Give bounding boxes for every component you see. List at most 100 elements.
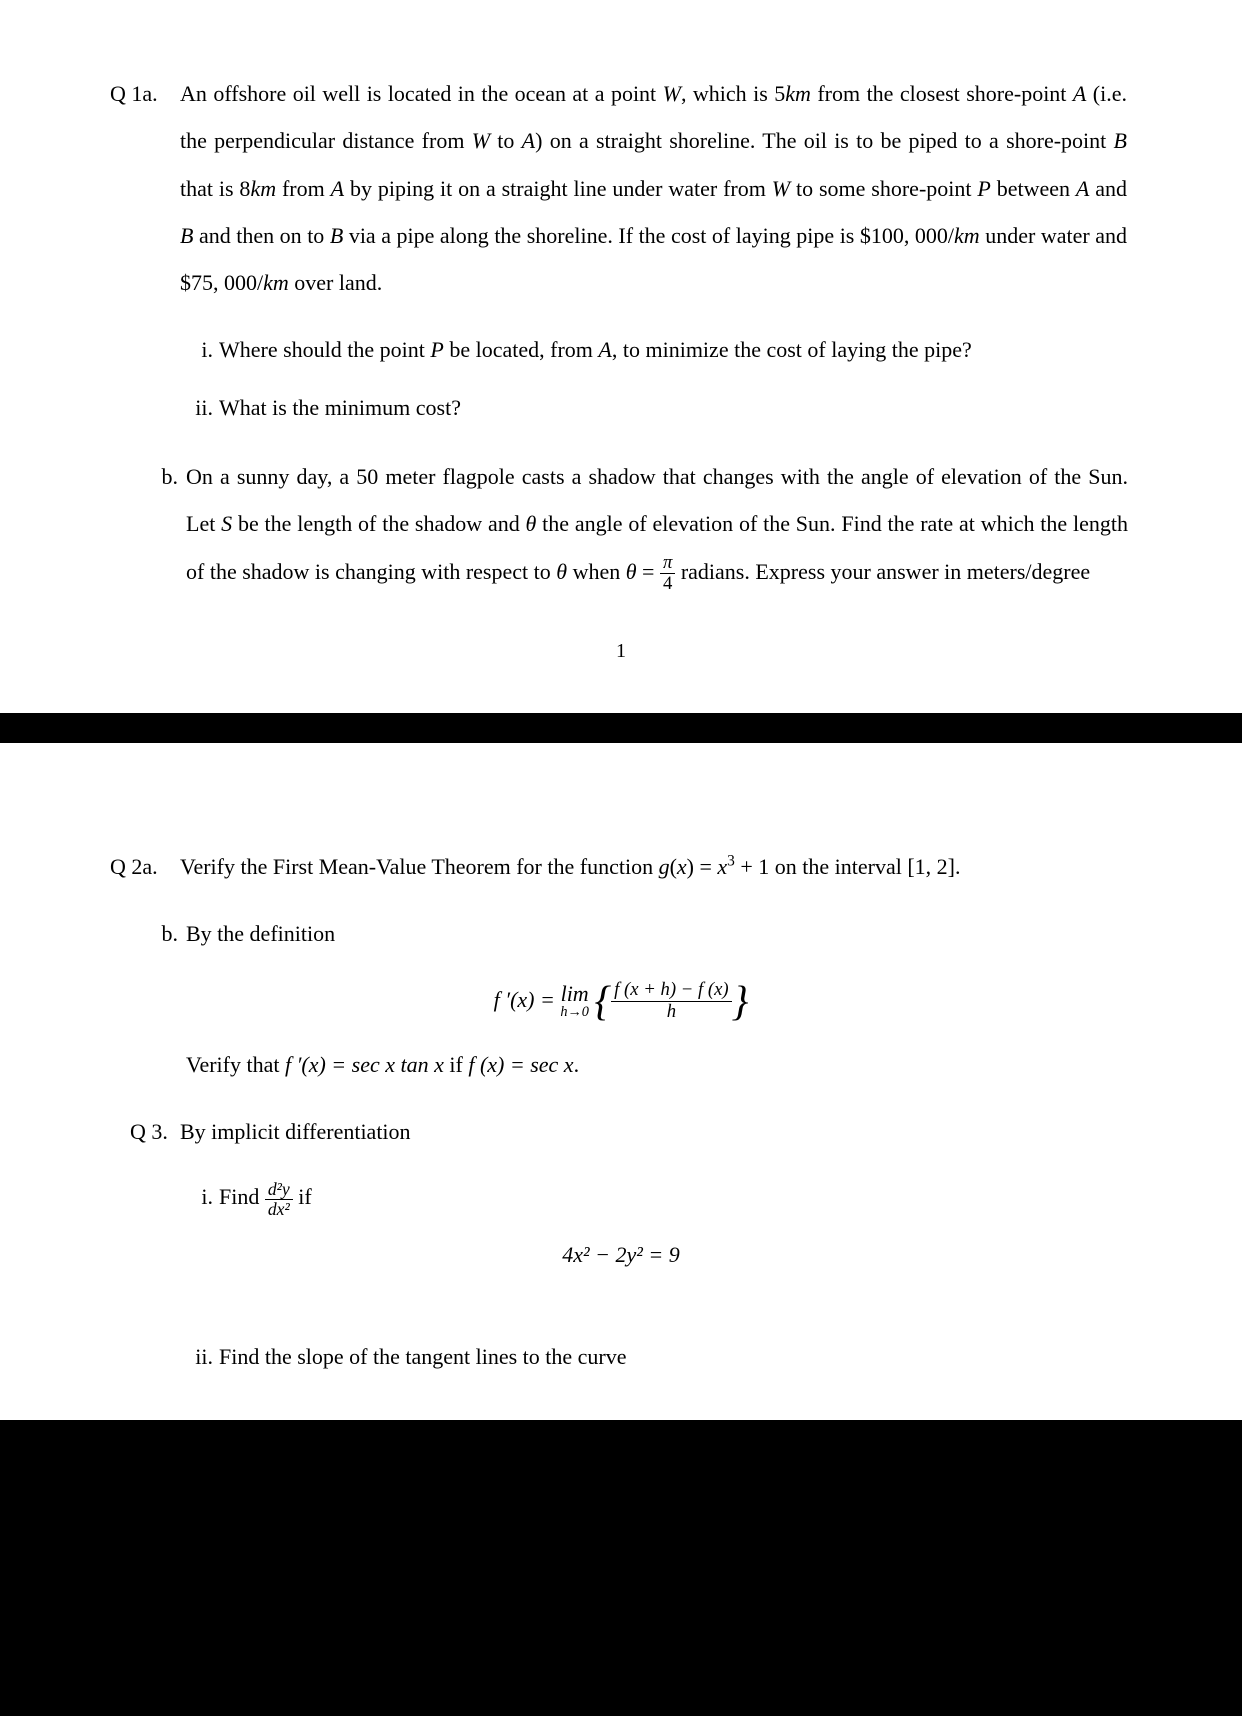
- frac-num: π: [660, 553, 675, 575]
- q1b-label: b.: [148, 453, 178, 500]
- q2a-eq: ) =: [687, 854, 718, 879]
- page-2-content: Q 2a.Verify the First Mean-Value Theorem…: [110, 843, 1132, 1380]
- q1a-body: An offshore oil well is located in the o…: [180, 70, 1127, 306]
- q1ai-t2: be located, from: [444, 337, 599, 362]
- q3-label: Q 3.: [130, 1108, 180, 1155]
- q1a-ii-label: ii.: [185, 384, 213, 431]
- q1b-body: On a sunny day, a 50 meter flagpole cast…: [186, 453, 1128, 595]
- lim-sub: h→0: [560, 1005, 589, 1019]
- page-2: Q 2a.Verify the First Mean-Value Theorem…: [0, 743, 1242, 1420]
- var-A5: A: [598, 337, 611, 362]
- d2y-dx2: d²ydx²: [265, 1180, 293, 1220]
- q3i-label: i.: [185, 1173, 213, 1220]
- d2y-den: dx²: [265, 1200, 293, 1219]
- question-2a: Q 2a.Verify the First Mean-Value Theorem…: [110, 843, 1132, 890]
- q1a-ii-text: What is the minimum cost?: [219, 384, 1126, 431]
- v-t5: .: [574, 1052, 580, 1077]
- v-t1: Verify that: [186, 1052, 285, 1077]
- q2b-label: b.: [148, 910, 178, 957]
- q2a-g: g: [659, 854, 670, 879]
- q3ii-label: ii.: [185, 1333, 213, 1380]
- q2a-x2: x: [717, 854, 727, 879]
- question-1a: Q 1a.An offshore oil well is located in …: [110, 70, 1132, 306]
- lim-word: lim: [560, 983, 589, 1005]
- q1a-t9: by piping it on a straight line under wa…: [344, 176, 772, 201]
- q1a-sub-ii: ii.What is the minimum cost?: [185, 384, 1132, 431]
- q3ii-text: Find the slope of the tangent lines to t…: [219, 1344, 627, 1369]
- q1a-t7: that is 8: [180, 176, 250, 201]
- q1b-t6: radians. Express your answer in meters/d…: [675, 559, 1090, 584]
- q2a-x: x: [677, 854, 687, 879]
- q2b-verify: Verify that f ′(x) = sec x tan x if f (x…: [186, 1041, 1132, 1088]
- frac-pi-4: π4: [660, 553, 675, 595]
- eq-den: h: [611, 1002, 731, 1023]
- q1b-t4: when: [567, 559, 626, 584]
- var-A2: A: [522, 128, 535, 153]
- q1a-t3: from the closest shore-point: [811, 81, 1073, 106]
- q1b-t2: be the length of the shadow and: [232, 511, 525, 536]
- q1b-t5: =: [637, 559, 660, 584]
- q2a-body: Verify the First Mean-Value Theorem for …: [180, 843, 1127, 890]
- q1a-t11: between: [991, 176, 1076, 201]
- frac-den: 4: [660, 574, 675, 595]
- q2a-exp: 3: [727, 853, 735, 870]
- q1a-t14: via a pipe along the shoreline. If the c…: [343, 223, 954, 248]
- q1a-label: Q 1a.: [110, 70, 180, 117]
- q1a-i-text: Where should the point P be located, fro…: [219, 326, 1126, 373]
- d2y-num: d²y: [265, 1180, 293, 1200]
- eq-num: f (x + h) − f (x): [611, 980, 731, 1002]
- q2a-t1: Verify the First Mean-Value Theorem for …: [180, 854, 659, 879]
- q3-sub-i: i.Find d²ydx² if: [185, 1173, 1132, 1220]
- var-P2: P: [430, 337, 443, 362]
- q2a-t4: + 1 on the interval [1, 2].: [735, 854, 961, 879]
- question-1b: b.On a sunny day, a 50 meter flagpole ca…: [148, 453, 1132, 595]
- var-theta2: θ: [556, 559, 567, 584]
- question-2b: b.By the definition: [148, 910, 1132, 957]
- var-km4: km: [263, 270, 289, 295]
- var-B: B: [1114, 128, 1127, 153]
- q1a-t5: to: [490, 128, 522, 153]
- var-P: P: [977, 176, 990, 201]
- v-t4: f (x) = sec x: [468, 1052, 573, 1077]
- q2a-lp: (: [670, 854, 677, 879]
- var-B2: B: [180, 223, 193, 248]
- q2b-equation: f ′(x) = limh→0 {f (x + h) − f (x)h}: [110, 976, 1132, 1023]
- page-1-content: Q 1a.An offshore oil well is located in …: [110, 70, 1132, 673]
- q1a-i-label: i.: [185, 326, 213, 373]
- q3-text: By implicit differentiation: [180, 1119, 411, 1144]
- var-W2: W: [472, 128, 490, 153]
- var-theta3: θ: [626, 559, 637, 584]
- q3-sub-ii: ii.Find the slope of the tangent lines t…: [185, 1333, 1132, 1380]
- var-km: km: [785, 81, 811, 106]
- limit: limh→0: [560, 983, 589, 1019]
- q1a-sub-i: i.Where should the point P be located, f…: [185, 326, 1132, 373]
- brace-left: {: [594, 979, 611, 1025]
- var-W3: W: [772, 176, 790, 201]
- q2b-body: By the definition: [186, 910, 1128, 957]
- diff-quotient: f (x + h) − f (x)h: [611, 980, 731, 1022]
- q1a-t6: ) on a straight shoreline. The oil is to…: [535, 128, 1113, 153]
- var-W: W: [663, 81, 681, 106]
- q3i-eq-text: 4x² − 2y² = 9: [562, 1242, 679, 1267]
- q1a-t2: , which is 5: [681, 81, 785, 106]
- q2a-label: Q 2a.: [110, 843, 180, 890]
- brace-right: }: [732, 979, 749, 1025]
- page-1: Q 1a.An offshore oil well is located in …: [0, 0, 1242, 713]
- var-B3: B: [330, 223, 343, 248]
- var-km3: km: [954, 223, 980, 248]
- q3i-body: Find d²ydx² if: [219, 1184, 312, 1209]
- v-t2: f ′(x) = sec x tan x: [285, 1052, 444, 1077]
- q1a-t1: An offshore oil well is located in the o…: [180, 81, 663, 106]
- var-km2: km: [250, 176, 276, 201]
- q1a-t10: to some shore-point: [790, 176, 977, 201]
- eq-lhs: f ′(x) =: [494, 987, 561, 1012]
- var-A3: A: [331, 176, 344, 201]
- q1a-t13: and then on to: [193, 223, 329, 248]
- q1ai-t3: , to minimize the cost of laying the pip…: [612, 337, 972, 362]
- q3i-t2: if: [293, 1184, 312, 1209]
- v-t3: if: [444, 1052, 468, 1077]
- q1a-t16: over land.: [289, 270, 382, 295]
- q3i-t1: Find: [219, 1184, 265, 1209]
- var-A: A: [1073, 81, 1086, 106]
- q1ai-t1: Where should the point: [219, 337, 430, 362]
